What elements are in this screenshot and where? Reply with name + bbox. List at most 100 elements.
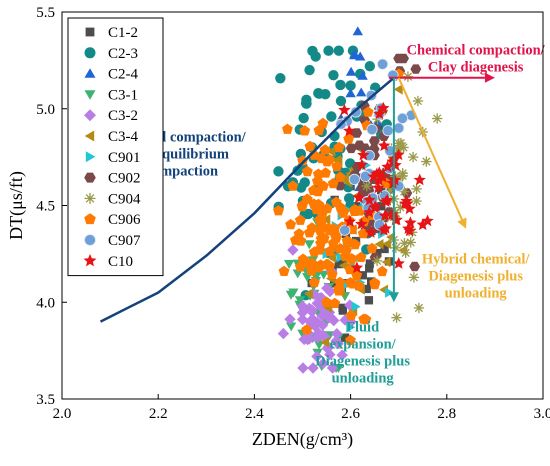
data-point: [303, 208, 314, 220]
data-point: [277, 327, 290, 340]
data-point: [284, 313, 296, 325]
data-point: [315, 237, 327, 248]
data-point: [343, 124, 356, 137]
data-point: [285, 290, 297, 300]
data-point: [398, 53, 409, 64]
data-point: [358, 271, 367, 280]
data-point: [323, 45, 334, 56]
data-point: [412, 95, 424, 107]
data-points: [273, 26, 443, 374]
legend-marker: [85, 151, 96, 163]
legend-marker: [85, 27, 95, 37]
data-point: [308, 184, 319, 196]
data-point: [349, 48, 360, 58]
legend-label: C902: [108, 171, 141, 187]
data-point: [327, 177, 339, 189]
x-tick-label: 2.4: [245, 406, 264, 422]
data-point: [326, 146, 336, 157]
data-point: [350, 261, 364, 274]
data-point: [312, 198, 324, 210]
data-point: [324, 260, 336, 271]
data-point: [393, 84, 403, 95]
data-point: [328, 69, 339, 81]
data-point: [366, 242, 378, 254]
data-point: [371, 255, 383, 267]
data-point: [392, 148, 405, 161]
trend-curve-layer: [99, 76, 395, 323]
data-point: [377, 101, 390, 114]
data-point: [376, 58, 389, 70]
legend-label: C907: [108, 233, 141, 249]
data-point: [298, 112, 309, 124]
data-point: [307, 362, 319, 374]
legend-marker: [84, 234, 96, 246]
data-point: [321, 214, 331, 225]
data-point: [352, 26, 363, 36]
data-point: [381, 160, 394, 173]
data-point: [283, 260, 295, 269]
x-tick-label: 2.6: [341, 406, 360, 422]
data-point: [369, 200, 382, 212]
series-C10: [338, 101, 434, 274]
data-point: [402, 222, 415, 234]
data-point: [349, 238, 361, 250]
data-point: [331, 328, 343, 340]
data-point: [361, 180, 372, 192]
data-point: [321, 342, 334, 355]
arrow: [389, 72, 495, 83]
data-point: [362, 106, 374, 117]
x-tick-label: 3.0: [534, 406, 550, 422]
data-point: [421, 156, 432, 167]
legend-box: [67, 17, 164, 277]
data-point: [304, 140, 316, 152]
data-point: [301, 324, 313, 335]
data-point: [369, 277, 381, 288]
legend: C1-2 C2-3 C2-4 C3-1 C3-2 C3-4 C901 C902 C904 C906…: [67, 17, 164, 277]
x-tick-label: 2.0: [53, 406, 72, 422]
data-point: [351, 301, 361, 312]
data-point: [305, 304, 317, 316]
annotation-text: Chemical compaction/Clay diagenesis: [407, 43, 546, 76]
data-point: [384, 145, 396, 157]
data-point: [357, 70, 368, 80]
x-axis-title: ZDEN(g/cm³): [252, 429, 353, 450]
data-point: [325, 311, 337, 324]
data-point: [317, 329, 329, 341]
data-point: [386, 176, 399, 189]
data-point: [340, 333, 350, 342]
data-point: [334, 243, 346, 254]
data-point: [295, 235, 307, 246]
legend-marker: [84, 68, 96, 78]
y-tick-label: 4.0: [36, 295, 55, 311]
data-point: [396, 112, 409, 124]
data-point: [357, 148, 370, 161]
data-point: [421, 214, 434, 227]
data-point: [312, 168, 324, 179]
data-point: [343, 193, 355, 204]
data-point: [278, 265, 290, 276]
legend-label: C3-4: [108, 129, 139, 145]
data-point: [294, 214, 306, 225]
data-point: [304, 240, 315, 250]
y-tick-label: 3.5: [36, 392, 55, 408]
data-point: [358, 313, 370, 324]
annotation-text: Hybrid chemical/Diagenesis plus unloading: [422, 252, 531, 302]
data-point: [378, 209, 392, 222]
legend-label: C2-3: [108, 46, 138, 62]
data-point: [335, 79, 346, 91]
data-point: [355, 51, 366, 61]
data-point: [362, 284, 371, 294]
data-point: [398, 142, 409, 153]
data-point: [365, 264, 374, 273]
legend-label: C901: [108, 150, 141, 166]
data-point: [326, 362, 339, 374]
data-point: [365, 259, 374, 268]
data-point: [275, 73, 286, 84]
data-point: [345, 143, 357, 154]
data-point: [285, 218, 297, 230]
legend-marker: [84, 172, 96, 183]
legend-label: C906: [108, 212, 141, 228]
data-point: [317, 117, 329, 129]
data-point: [273, 166, 284, 177]
